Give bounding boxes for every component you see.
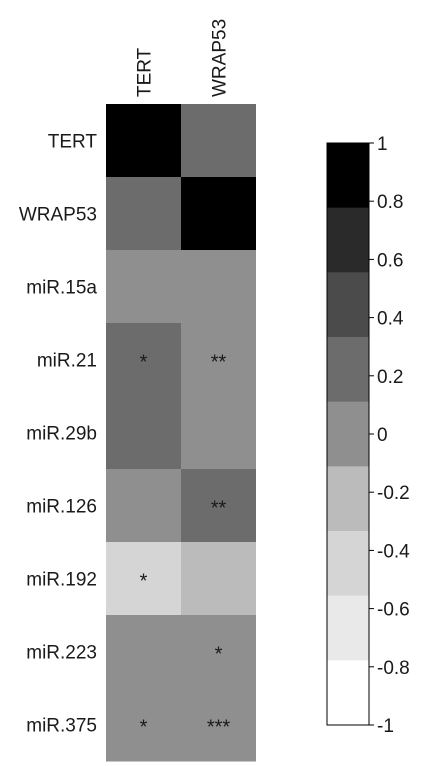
heatmap-cell <box>181 250 256 324</box>
colorbar-tick-label: -0.2 <box>377 483 410 504</box>
heatmap-cell <box>181 396 256 470</box>
column-label: WRAP53 <box>210 19 231 97</box>
heatmap-cell <box>181 323 256 397</box>
row-label: miR.126 <box>26 497 97 518</box>
colorbar-tick-label: 0.8 <box>377 192 403 213</box>
heatmap-cell <box>106 177 181 251</box>
heatmap-cell <box>106 469 181 543</box>
significance-markers: * ******* *** <box>140 352 231 739</box>
heatmap-cell <box>181 177 256 251</box>
heatmap-cell <box>181 615 256 689</box>
colorbar-band <box>327 466 369 532</box>
colorbar-band <box>327 207 369 273</box>
significance-marker: *** <box>207 717 231 739</box>
heatmap-cell <box>106 688 181 762</box>
colorbar-tick-label: 0.4 <box>377 309 404 330</box>
colorbar-band <box>327 272 369 338</box>
heatmap-cell <box>181 469 256 543</box>
colorbar-tick-label: -1 <box>377 716 394 737</box>
column-label: TERT <box>135 47 156 97</box>
significance-marker: * <box>140 717 148 739</box>
row-label: miR.223 <box>26 643 97 664</box>
colorbar-tick-label: 0.6 <box>377 250 403 271</box>
colorbar-band <box>327 337 369 403</box>
heatmap-cell <box>106 323 181 397</box>
colorbar-band <box>327 531 369 597</box>
row-label: TERT <box>48 132 98 153</box>
colorbar-tick-label: -0.6 <box>377 600 410 621</box>
heatmap-cell <box>106 104 181 178</box>
colorbar-band <box>327 401 369 467</box>
significance-marker: * <box>140 571 148 593</box>
heatmap-cells <box>106 104 256 762</box>
colorbar-tick-label: 0.2 <box>377 367 403 388</box>
colorbar-tick-label: -0.8 <box>377 658 410 679</box>
row-label: miR.29b <box>26 424 97 445</box>
colorbar-tick-label: -0.4 <box>377 541 410 562</box>
row-label: miR.15a <box>26 278 97 299</box>
row-label: miR.192 <box>26 570 97 591</box>
row-label: WRAP53 <box>19 205 97 226</box>
colorbar-band <box>327 143 369 209</box>
heatmap-cell <box>106 396 181 470</box>
significance-marker: * <box>140 352 148 374</box>
colorbar-tick-label: 0 <box>377 425 388 446</box>
heatmap-cell <box>181 542 256 616</box>
heatmap-cell <box>181 688 256 762</box>
significance-marker: ** <box>211 352 227 374</box>
heatmap-cell <box>106 542 181 616</box>
colorbar: 1 0.8 0.6 0.4 0.2 0 -0.2 -0.4 -0.6 -0.8 -1 <box>326 134 410 737</box>
heatmap-cell <box>106 250 181 324</box>
column-labels: TERT WRAP53 <box>135 19 231 97</box>
colorbar-band <box>327 595 369 661</box>
heatmap-cell <box>181 104 256 178</box>
colorbar-tick-label: 1 <box>377 134 388 155</box>
significance-marker: ** <box>211 498 227 520</box>
colorbar-band <box>327 660 369 726</box>
heatmap-cell <box>106 615 181 689</box>
row-label: miR.21 <box>37 351 97 372</box>
significance-marker: * <box>215 644 223 666</box>
row-labels: TERT WRAP53 miR.15a miR.21 miR.29b miR.126 miR… <box>19 132 98 737</box>
row-label: miR.375 <box>26 716 97 737</box>
